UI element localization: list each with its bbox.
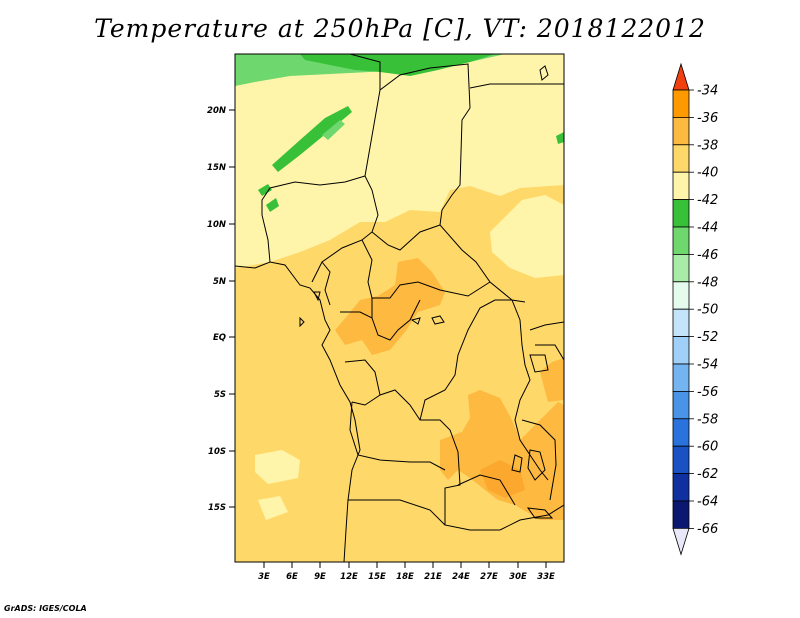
colorbar-label: -46 <box>697 248 718 263</box>
field-green-streak-2 <box>322 120 345 140</box>
colorbar-swatch <box>672 473 690 502</box>
colorbar-label: -36 <box>697 111 718 126</box>
field-green-streak-3 <box>258 184 272 196</box>
colorbar-swatch <box>672 117 690 146</box>
colorbar-label: -44 <box>697 221 718 236</box>
field-orange-spot <box>480 460 525 498</box>
colorbar-label: -52 <box>697 330 718 345</box>
colorbar-swatch <box>672 89 690 118</box>
grads-credit: GrADS: IGES/COLA <box>4 604 87 613</box>
colorbar-swatch <box>672 336 690 365</box>
lat-tick-label: 15S <box>208 503 226 513</box>
colorbar-label: -38 <box>697 138 718 153</box>
colorbar-swatch <box>672 281 690 310</box>
field-orange-east-mid <box>540 358 564 402</box>
field-pale-yellow-north <box>235 54 564 268</box>
colorbar-swatch <box>672 226 690 255</box>
field-green-north-dark <box>300 54 495 76</box>
colorbar-label: -66 <box>697 522 718 537</box>
field-orange-southeast <box>440 390 564 520</box>
colorbar-label: -48 <box>697 275 718 290</box>
colorbar-label: -64 <box>697 495 718 510</box>
field-pale-yellow-southwest <box>255 450 300 484</box>
lon-tick-label: 33E <box>537 572 555 582</box>
map-frame <box>234 53 565 563</box>
field-pale-yellow-east <box>490 195 564 278</box>
lon-tick-label: 6E <box>286 572 298 582</box>
colorbar-swatch <box>672 144 690 173</box>
colorbar-arrow-bottom <box>672 528 690 556</box>
lat-tick-label: 15N <box>207 163 226 173</box>
colorbar-swatch <box>672 171 690 200</box>
country-boundaries <box>235 54 564 562</box>
lat-tick-label: 10S <box>208 447 226 457</box>
lon-tick-label: 30E <box>509 572 527 582</box>
colorbar-label: -62 <box>697 467 718 482</box>
longitude-labels: 3E 6E 9E 12E 15E 18E 21E 24E 27E 30E 33E <box>258 572 555 582</box>
lon-tick-label: 18E <box>396 572 414 582</box>
colorbar-label: -34 <box>697 84 718 99</box>
colorbar-label: -42 <box>697 193 718 208</box>
colorbar-swatch <box>672 390 690 420</box>
lon-tick-label: 9E <box>314 572 326 582</box>
longitude-axis <box>263 562 547 568</box>
colorbar-label: -40 <box>697 166 718 181</box>
colorbar-label: -56 <box>697 385 718 400</box>
lon-tick-label: 12E <box>340 572 358 582</box>
map-title: Temperature at 250hPa [C], VT: 201812201… <box>94 14 706 43</box>
lon-tick-label: 21E <box>424 572 442 582</box>
colorbar: -34 -36 -38 -40 -42 -44 -46 -48 -50 -52 -54 -56 -58 -… <box>672 62 718 556</box>
lon-tick-label: 15E <box>368 572 386 582</box>
colorbar-swatch <box>672 308 690 338</box>
lon-tick-label: 24E <box>452 572 470 582</box>
colorbar-swatch <box>672 418 690 447</box>
colorbar-swatch <box>672 253 690 283</box>
colorbar-swatch <box>672 363 690 392</box>
colorbar-swatch <box>672 500 690 529</box>
lon-tick-label: 3E <box>258 572 270 582</box>
field-orange-central-2 <box>410 280 440 308</box>
latitude-labels: 20N 15N 10N 5N EQ 5S 10S 15S <box>207 106 226 513</box>
lat-tick-label: EQ <box>213 333 226 343</box>
colorbar-label: -50 <box>697 303 718 318</box>
lat-tick-label: 5S <box>214 390 226 400</box>
lat-tick-label: 5N <box>213 277 226 287</box>
colorbar-swatch <box>672 199 690 228</box>
colorbar-swatch <box>672 445 690 475</box>
colorbar-label: -58 <box>697 412 718 427</box>
field-green-streak-5 <box>556 132 564 144</box>
temperature-field <box>235 54 564 562</box>
lon-tick-label: 27E <box>480 572 498 582</box>
latitude-axis <box>229 109 235 508</box>
field-green-streak-1 <box>272 106 352 172</box>
lat-tick-label: 20N <box>207 106 226 116</box>
field-pale-yellow-southwest-2 <box>258 496 288 520</box>
colorbar-label: -60 <box>697 440 718 455</box>
field-green-streak-4 <box>266 198 279 212</box>
colorbar-arrow-top <box>672 62 690 91</box>
lat-tick-label: 10N <box>207 220 226 230</box>
colorbar-label: -54 <box>697 358 718 373</box>
